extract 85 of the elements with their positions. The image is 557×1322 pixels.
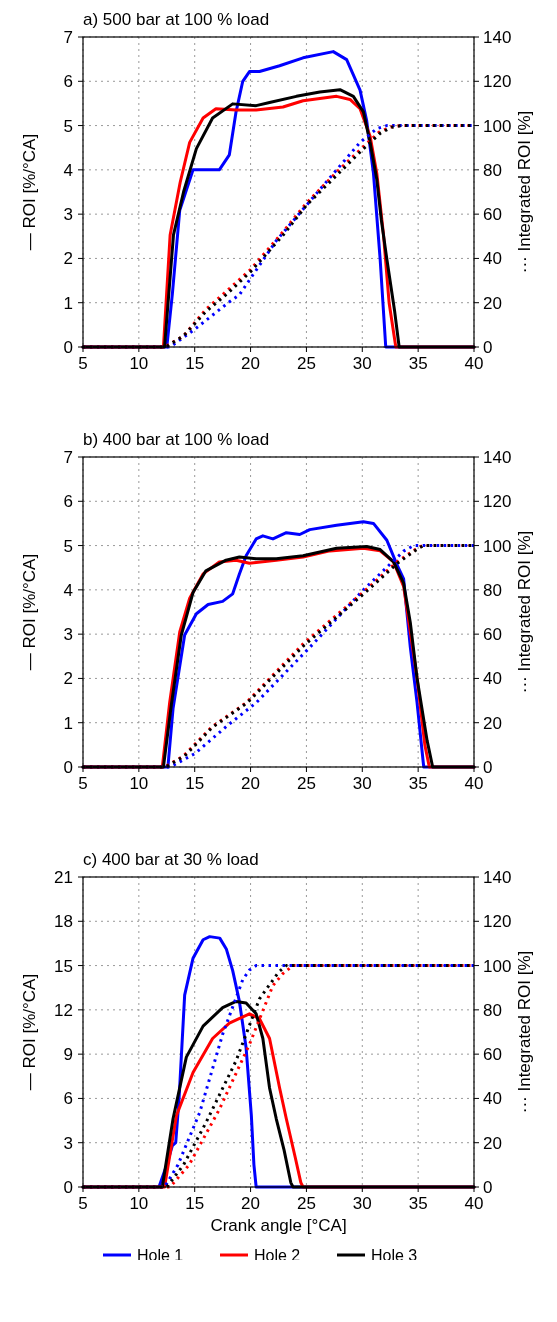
x-tick-label: 20 <box>241 774 261 793</box>
y2-tick-label: 0 <box>483 1177 493 1197</box>
x-tick-label: 5 <box>78 774 88 793</box>
y2-tick-label: 20 <box>483 713 502 733</box>
y-axis-title: — ROI [%/°CA] <box>20 973 39 1091</box>
y2-tick-label: 20 <box>483 293 502 313</box>
y2-tick-label: 0 <box>483 757 493 777</box>
y-axis-title: — ROI [%/°CA] <box>20 553 39 671</box>
y2-tick-label: 100 <box>483 956 512 976</box>
y-tick-label: 4 <box>63 580 73 600</box>
x-tick-label: 40 <box>464 1194 484 1213</box>
y2-tick-label: 120 <box>483 912 512 932</box>
x-tick-label: 15 <box>185 774 205 793</box>
y2-tick-label: 80 <box>483 580 502 600</box>
y-axis-title: — ROI [%/°CA] <box>20 133 39 251</box>
x-tick-label: 10 <box>129 1194 149 1213</box>
y-tick-label: 18 <box>54 912 73 932</box>
x-tick-label: 25 <box>296 774 316 793</box>
x-tick-label: 5 <box>78 354 88 373</box>
y2-tick-label: 40 <box>483 669 502 689</box>
y2-tick-label: 80 <box>483 160 502 180</box>
y-tick-label: 4 <box>63 160 73 180</box>
x-tick-label: 40 <box>464 354 484 373</box>
y-tick-label: 7 <box>63 27 73 47</box>
chart-title: b) 400 bar at 100 % load <box>83 430 270 449</box>
y-tick-label: 1 <box>63 713 73 733</box>
y-tick-label: 6 <box>63 1089 73 1109</box>
y2-tick-label: 60 <box>483 1045 502 1065</box>
y2-tick-label: 140 <box>483 447 512 467</box>
x-tick-label: 15 <box>185 1194 205 1213</box>
x-tick-label: 30 <box>352 354 372 373</box>
y-tick-label: 21 <box>54 867 73 887</box>
y-tick-label: 5 <box>63 536 73 556</box>
legend-label: Hole 3 <box>371 1246 418 1264</box>
legend-label: Hole 1 <box>137 1246 184 1264</box>
chart-title: a) 500 bar at 100 % load <box>83 10 270 29</box>
x-tick-label: 10 <box>129 354 149 373</box>
x-tick-label: 5 <box>78 1194 88 1213</box>
y2-tick-label: 80 <box>483 1000 502 1020</box>
y-tick-label: 0 <box>63 1177 73 1197</box>
y-tick-label: 9 <box>63 1045 73 1065</box>
y2-tick-label: 140 <box>483 867 512 887</box>
y2-tick-label: 20 <box>483 1133 502 1153</box>
y2-axis-title: ··· Integrated ROI [%] <box>515 110 534 274</box>
x-tick-label: 20 <box>241 354 261 373</box>
x-tick-label: 30 <box>352 1194 372 1213</box>
x-tick-label: 20 <box>241 1194 261 1213</box>
y2-tick-label: 60 <box>483 205 502 225</box>
legend-label: Hole 2 <box>254 1246 301 1264</box>
y-tick-label: 2 <box>63 249 73 269</box>
y2-tick-label: 140 <box>483 27 512 47</box>
y-tick-label: 3 <box>63 625 73 645</box>
x-tick-label: 25 <box>296 354 316 373</box>
y2-tick-label: 120 <box>483 492 512 512</box>
y2-tick-label: 40 <box>483 1089 502 1109</box>
y-tick-label: 15 <box>54 956 73 976</box>
x-tick-label: 35 <box>408 774 428 793</box>
y-tick-label: 1 <box>63 293 73 313</box>
x-tick-label: 30 <box>352 774 372 793</box>
x-tick-label: 25 <box>296 1194 316 1213</box>
y2-tick-label: 0 <box>483 337 493 357</box>
y2-axis-title: ··· Integrated ROI [%] <box>515 950 534 1114</box>
y-tick-label: 2 <box>63 669 73 689</box>
y-tick-label: 3 <box>63 1133 73 1153</box>
x-tick-label: 10 <box>129 774 149 793</box>
y-tick-label: 3 <box>63 205 73 225</box>
y2-tick-label: 100 <box>483 536 512 556</box>
y-tick-label: 7 <box>63 447 73 467</box>
y2-tick-label: 40 <box>483 249 502 269</box>
y-tick-label: 12 <box>54 1000 73 1020</box>
y2-tick-label: 100 <box>483 116 512 136</box>
y-tick-label: 6 <box>63 72 73 92</box>
x-tick-label: 15 <box>185 354 205 373</box>
y2-tick-label: 120 <box>483 72 512 92</box>
x-axis-title: Crank angle [°CA] <box>210 1216 347 1235</box>
y2-tick-label: 60 <box>483 625 502 645</box>
y-tick-label: 0 <box>63 337 73 357</box>
y-tick-label: 5 <box>63 116 73 136</box>
x-tick-label: 35 <box>408 1194 428 1213</box>
chart-title: c) 400 bar at 30 % load <box>83 850 259 869</box>
x-tick-label: 40 <box>464 774 484 793</box>
y-tick-label: 6 <box>63 492 73 512</box>
y-tick-label: 0 <box>63 757 73 777</box>
y2-axis-title: ··· Integrated ROI [%] <box>515 530 534 694</box>
x-tick-label: 35 <box>408 354 428 373</box>
